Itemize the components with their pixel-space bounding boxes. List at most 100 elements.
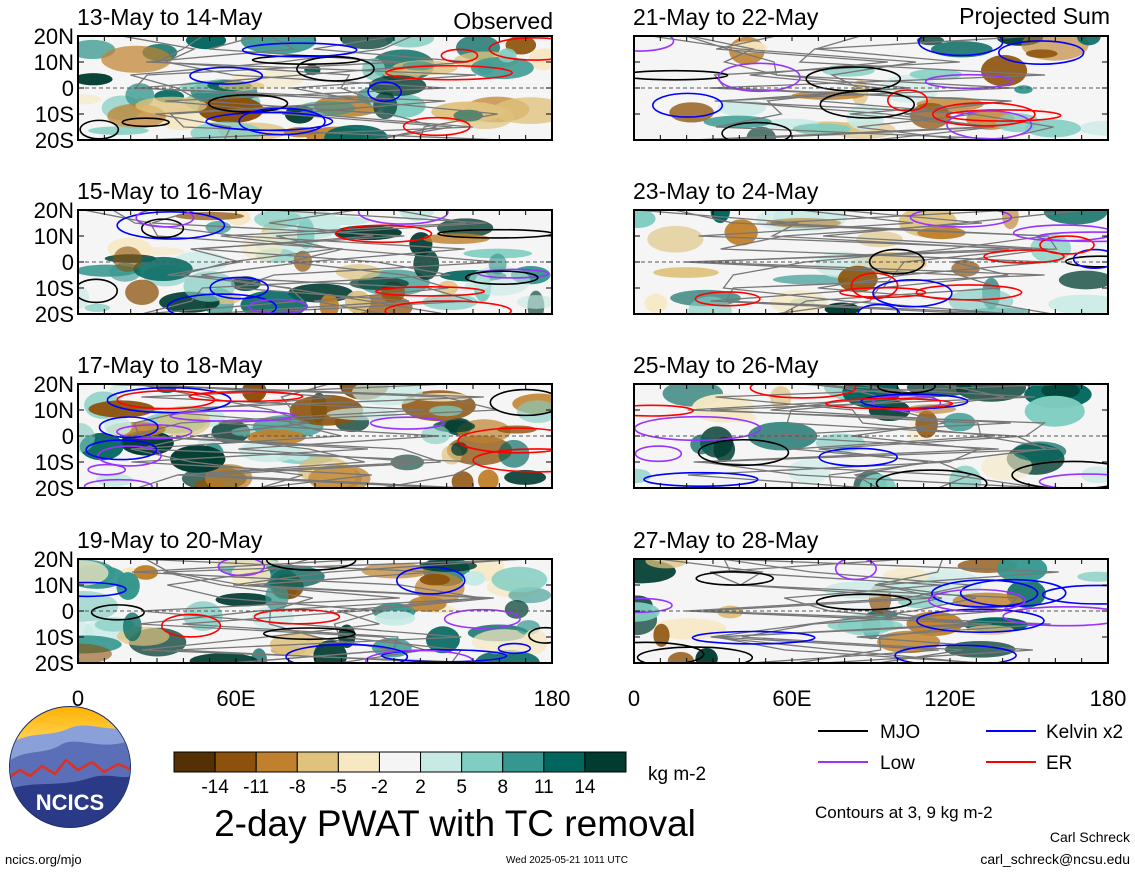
wave-contour [464, 270, 539, 285]
wave-contour [116, 424, 193, 440]
pwat-anomaly-patch [644, 293, 668, 313]
wave-contour [188, 390, 304, 403]
wave-contour [98, 416, 159, 439]
pwat-anomaly-patch [497, 48, 517, 63]
wave-contour [477, 268, 550, 279]
pwat-anomaly-patch [78, 591, 118, 622]
wave-contour [634, 641, 705, 663]
longitude-label: 180 [1090, 686, 1127, 711]
colorbar-label: -5 [330, 777, 347, 798]
pwat-anomaly-patch [504, 600, 529, 619]
wave-contour [357, 210, 449, 225]
wave-contour [634, 69, 729, 81]
colorbar-swatch [502, 751, 545, 773]
pwat-anomaly-patch [882, 567, 930, 584]
wave-contour [876, 384, 936, 394]
legend-low-label: Low [880, 753, 915, 774]
pwat-anomaly-patch [322, 216, 370, 226]
colorbar-swatch [337, 751, 380, 773]
pwat-anomaly-patch [451, 471, 474, 488]
pwat-anomaly-patch [504, 469, 547, 485]
wave-contour [97, 445, 162, 467]
latitude-label: 10N [34, 398, 74, 423]
latitude-label: 20N [34, 547, 74, 572]
wave-contour [997, 40, 1085, 66]
latitude-label: 0 [62, 599, 74, 624]
wave-contour [241, 42, 358, 58]
wave-contour [381, 649, 508, 663]
wave-contour [875, 469, 988, 488]
pwat-anomaly-patch [189, 653, 258, 663]
pwat-anomaly-patch [463, 248, 533, 259]
wave-contour [457, 427, 552, 454]
coastline [138, 559, 524, 663]
pwat-anomaly-patch [1079, 120, 1108, 136]
pwat-anomaly-patch [103, 416, 132, 436]
wave-contour [135, 210, 195, 228]
pwat-anomaly-patch [516, 400, 552, 423]
legend-kelvin-label: Kelvin x2 [1046, 722, 1123, 743]
pwat-anomaly-patch [980, 55, 1028, 87]
latitude-label: 10N [34, 224, 74, 249]
wave-contour [634, 597, 673, 614]
longitude-label: 60E [772, 686, 811, 711]
pwat-anomaly-patch [1024, 395, 1085, 427]
pwat-anomaly-patch [133, 256, 193, 282]
coastline [141, 210, 451, 314]
legend-er-label: ER [1046, 753, 1072, 774]
colorbar-swatch [584, 751, 627, 773]
pwat-anomaly-patch [339, 36, 395, 50]
footer-timestamp: Wed 2025-05-21 1011 UTC [506, 855, 628, 866]
wave-contour [106, 386, 232, 414]
pwat-anomaly-patch [1048, 294, 1108, 314]
pwat-anomaly-patch [1041, 384, 1081, 399]
wave-contour [834, 559, 877, 581]
panel-period-title: 13-May to 14-May [77, 4, 263, 30]
latitude-label: 10S [35, 625, 74, 650]
latitude-label: 20S [35, 128, 74, 153]
wave-contour [384, 300, 512, 314]
wave-contour [636, 646, 754, 663]
pwat-anomaly-patch [78, 643, 112, 663]
pwat-anomaly-patch [374, 610, 416, 626]
pwat-anomaly-patch [125, 279, 159, 305]
wave-contour [909, 210, 1013, 228]
colorbar-swatch [543, 751, 586, 773]
pwat-anomaly-patch [981, 452, 1033, 481]
wave-contour [959, 578, 1067, 608]
wave-contour [489, 388, 552, 417]
pwat-anomaly-patch [240, 36, 317, 55]
panel-period-title: 27-May to 28-May [633, 527, 819, 553]
wave-contour [819, 90, 916, 119]
wave-contour [1038, 473, 1108, 488]
pwat-anomaly-patch [470, 56, 534, 80]
wave-contour [1011, 460, 1108, 488]
longitude-label: 180 [534, 686, 571, 711]
pwat-anomaly-patch [324, 124, 388, 140]
coastline [723, 559, 983, 663]
coastline [155, 36, 377, 140]
wave-contour [694, 291, 761, 307]
wave-contour [697, 438, 790, 467]
pwat-anomaly-patch [653, 267, 719, 278]
wave-contour [871, 394, 942, 412]
colorbar-label: 11 [534, 777, 554, 798]
latitude-label: 20S [35, 476, 74, 501]
longitude-label: 120E [924, 686, 975, 711]
pwat-anomaly-patch [1043, 210, 1108, 225]
wave-contour [1072, 248, 1108, 269]
latitude-label: 20N [34, 24, 74, 49]
pwat-anomaly-patch [955, 384, 1027, 402]
contour-note: Contours at 3, 9 kg m-2 [815, 803, 993, 822]
wave-contour [1039, 235, 1095, 255]
colorbar-label: 2 [415, 777, 426, 798]
wave-contour [691, 630, 816, 645]
pwat-anomaly-patch [695, 648, 718, 663]
coastline [710, 559, 978, 663]
wave-contour [497, 642, 532, 655]
colorbar-label: -14 [201, 777, 229, 798]
figure-title: 2-day PWAT with TC removal [214, 803, 696, 844]
wave-contour [166, 293, 278, 314]
map-panel: 27-May to 28-May [633, 527, 1109, 664]
